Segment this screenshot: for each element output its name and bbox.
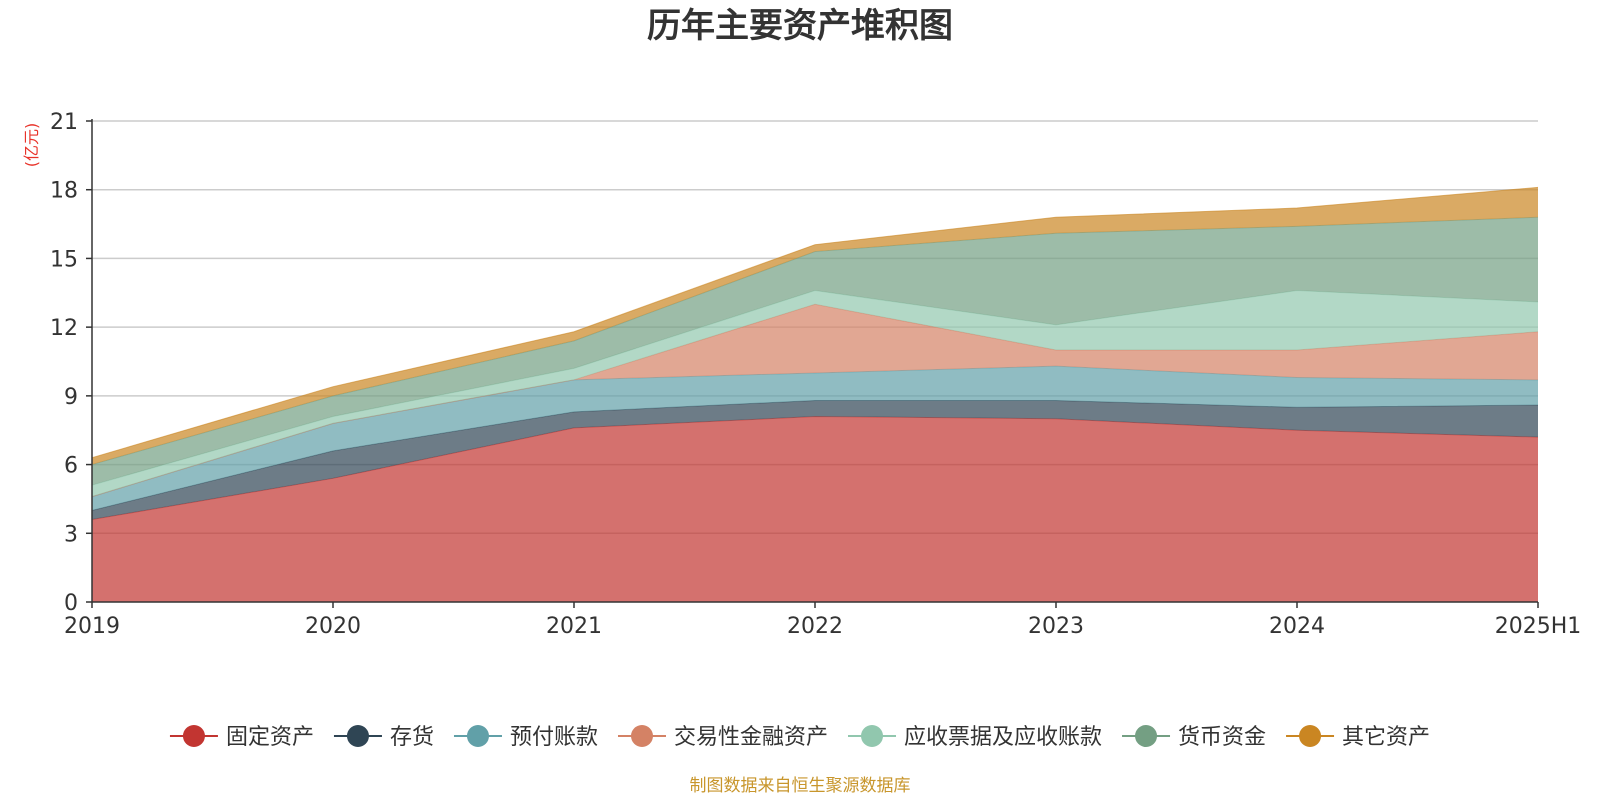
area-固定资产 <box>92 416 1538 602</box>
legend-circle-icon <box>346 725 369 747</box>
legend-label: 应收票据及应收账款 <box>904 725 1102 750</box>
x-tick-label-2023: 2023 <box>1028 614 1084 639</box>
legend-circle-icon <box>630 725 653 747</box>
legend-circle-icon <box>1299 725 1322 747</box>
legend-circle-icon <box>182 725 205 747</box>
area-交易性金融资产 <box>92 304 1538 497</box>
y-tick-label-6: 6 <box>64 454 78 479</box>
area-预付账款 <box>92 366 1538 511</box>
x-tick-label-2021: 2021 <box>546 614 602 639</box>
legend-label: 其它资产 <box>1342 725 1430 750</box>
area-edge-其它资产 <box>91 186 1539 459</box>
legend-label: 货币资金 <box>1178 725 1266 750</box>
y-tick-label-9: 9 <box>64 385 78 410</box>
legend-label: 预付账款 <box>510 725 598 750</box>
axes: 0 3 6 9 12 15 18 21 2019 2020 2021 2022 2023 2024 2025… <box>50 110 1581 639</box>
legend-circle-icon <box>861 725 884 747</box>
x-tick-label-2020: 2020 <box>305 614 361 639</box>
chart-title: 历年主要资产堆积图 <box>647 6 953 46</box>
y-tick-label-18: 18 <box>50 179 78 204</box>
x-tick-label-2019: 2019 <box>64 614 120 639</box>
legend-circle-icon <box>1135 725 1158 747</box>
y-tick-label-0: 0 <box>64 591 78 616</box>
legend-item-预付账款[interactable]: 预付账款 <box>453 725 598 750</box>
data-source-note: 制图数据来自恒生聚源数据库 <box>690 776 911 796</box>
legend[interactable]: 固定资产 存货 预付账款 交易性金融资产 应收票据及应收账款 货币资金 其它资产 <box>169 725 1430 750</box>
legend-item-其它资产[interactable]: 其它资产 <box>1286 725 1430 750</box>
x-tick-label-2022: 2022 <box>787 614 843 639</box>
y-axis-unit: (亿元) <box>22 123 41 168</box>
legend-label: 固定资产 <box>226 725 314 750</box>
legend-item-交易性金融资产[interactable]: 交易性金融资产 <box>617 725 828 750</box>
y-tick-label-3: 3 <box>64 522 78 547</box>
area-货币资金 <box>92 217 1538 486</box>
area-应收票据及应收账款 <box>92 290 1538 497</box>
y-tick-label-12: 12 <box>50 316 78 341</box>
legend-circle-icon <box>466 725 489 747</box>
area-其它资产 <box>92 187 1538 465</box>
y-tick-label-21: 21 <box>50 110 78 135</box>
x-tick-label-2025H1: 2025H1 <box>1495 614 1582 639</box>
legend-item-固定资产[interactable]: 固定资产 <box>169 725 314 750</box>
legend-label: 存货 <box>390 725 434 750</box>
legend-item-应收票据及应收账款[interactable]: 应收票据及应收账款 <box>848 725 1102 750</box>
legend-label: 交易性金融资产 <box>674 725 828 750</box>
area-存货 <box>92 400 1538 520</box>
area-series <box>91 186 1539 602</box>
x-tick-label-2024: 2024 <box>1269 614 1325 639</box>
y-tick-label-15: 15 <box>50 247 78 272</box>
legend-item-货币资金[interactable]: 货币资金 <box>1122 725 1266 750</box>
legend-item-存货[interactable]: 存货 <box>333 725 434 750</box>
